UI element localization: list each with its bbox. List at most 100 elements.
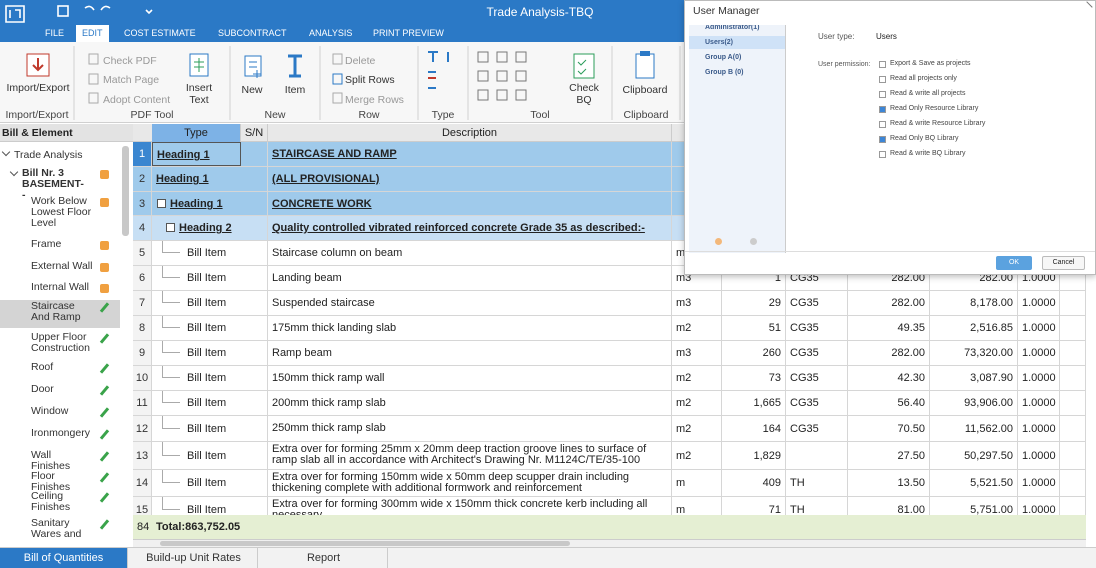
sheet-tab[interactable]: Report: [260, 548, 388, 568]
tree-item[interactable]: Roof: [0, 361, 120, 378]
ribbon-button[interactable]: Check PDF: [103, 55, 157, 67]
ribbon-button[interactable]: Insert Text: [185, 82, 213, 106]
rate-cell: 56.40: [848, 391, 930, 415]
tree-item[interactable]: Trade Analysis: [0, 147, 120, 164]
grid-row[interactable]: 14 Bill Item Extra over for forming 150mm …: [133, 470, 1086, 497]
ribbon-button[interactable]: Item: [284, 84, 306, 96]
tree-chevron: [1, 147, 11, 157]
qty-cell: 1: [722, 266, 786, 290]
edit-icon: [99, 451, 110, 462]
menu-tab[interactable]: COST ESTIMATE: [124, 28, 196, 38]
tree-item[interactable]: Floor Finishes: [0, 470, 120, 493]
checkbox[interactable]: [879, 76, 886, 83]
factor-cell: 1.0000: [1018, 497, 1060, 515]
sheet-tab[interactable]: Build-up Unit Rates: [130, 548, 258, 568]
menu-tab[interactable]: PRINT PREVIEW: [373, 28, 444, 38]
end-cell: [1060, 391, 1086, 415]
ribbon-button[interactable]: Clipboard: [622, 84, 668, 96]
ribbon-group-label: Clipboard: [623, 109, 669, 121]
checkbox-label: Read & write Resource Library: [890, 120, 986, 127]
checkbox[interactable]: [879, 121, 886, 128]
ribbon-group-label: PDF Tool: [130, 109, 174, 121]
tree-item[interactable]: Frame: [0, 238, 120, 255]
code-cell: CG35: [786, 341, 848, 365]
type-label: Bill Item: [187, 504, 227, 515]
menu-tab[interactable]: SUBCONTRACT: [218, 28, 287, 38]
tree-item[interactable]: Ironmongery: [0, 427, 120, 444]
tree-item[interactable]: Upper Floor Construction: [0, 331, 120, 357]
user-manager-dialog: User Manager Administrator(1) Users(2) Grou…: [684, 0, 1096, 275]
tree-item[interactable]: Internal Wall: [0, 281, 120, 298]
status-dot: [750, 238, 757, 245]
tree-item[interactable]: Work Below Lowest Floor Level: [0, 195, 120, 233]
end-cell: [1060, 416, 1086, 441]
ribbon-group-label: Tool: [530, 109, 550, 121]
ribbon-button[interactable]: Delete: [345, 55, 376, 67]
sn-cell: [241, 142, 268, 166]
description: Quality controlled vibrated reinforced c…: [268, 216, 672, 240]
group-item[interactable]: Group A(0): [705, 54, 742, 61]
group-item[interactable]: Users(2): [689, 36, 785, 49]
ribbon-button[interactable]: Match Page: [103, 74, 160, 86]
field-value: Users: [876, 32, 897, 41]
type-label: Heading 1: [170, 198, 223, 210]
ribbon-button[interactable]: Import/Export: [6, 82, 70, 94]
ribbon-button[interactable]: New: [241, 84, 263, 96]
checkbox[interactable]: [879, 151, 886, 158]
sn-cell: [241, 391, 268, 415]
checkbox[interactable]: [879, 106, 886, 113]
grid-row[interactable]: 13 Bill Item Extra over for forming 25mm x…: [133, 442, 1086, 470]
rate-cell: 70.50: [848, 416, 930, 441]
tree-connector: [162, 341, 180, 353]
row-number: 11: [133, 391, 152, 415]
grid-row[interactable]: 11 Bill Item 200mm thick ramp slab m2 1,665 C…: [133, 391, 1086, 416]
group-item[interactable]: Administrator(1): [705, 25, 760, 31]
tree-label: Floor Finishes: [31, 470, 71, 493]
group-item[interactable]: Group B (0): [705, 69, 744, 76]
lock-icon: [100, 284, 109, 293]
tree-label: Door: [31, 383, 54, 395]
tree-label: Work Below Lowest Floor Level: [31, 195, 92, 229]
sheet-tab[interactable]: Bill of Quantities: [0, 548, 128, 568]
checkbox[interactable]: [879, 91, 886, 98]
tree-item[interactable]: Bill Nr. 3 BASEMENT--: [0, 167, 120, 201]
grid-row[interactable]: 15 Bill Item Extra over for forming 300mm …: [133, 497, 1086, 515]
type-label: Bill Item: [187, 397, 227, 409]
tree-label: Internal Wall: [31, 281, 89, 293]
cancel-button[interactable]: Cancel: [1042, 256, 1085, 270]
menu-tab[interactable]: ANALYSIS: [309, 28, 353, 38]
grid-row[interactable]: 9 Bill Item Ramp beam m3 260 CG35 282.00 73,320…: [133, 341, 1086, 366]
tree-item[interactable]: Sanitary Wares and: [0, 517, 120, 543]
ribbon-button[interactable]: Adopt Content: [103, 94, 171, 106]
tree-item[interactable]: Wall Finishes: [0, 449, 120, 472]
amount-cell: 282.00: [930, 266, 1018, 290]
description: 175mm thick landing slab: [268, 316, 672, 340]
grid-row[interactable]: 10 Bill Item 150mm thick ramp wall m2 73 CG35…: [133, 366, 1086, 391]
grid-row[interactable]: 7 Bill Item Suspended staircase m3 29 CG35 282…: [133, 291, 1086, 316]
checkbox[interactable]: [879, 61, 886, 68]
tree-item[interactable]: External Wall: [0, 260, 120, 277]
tree-item[interactable]: Ceiling Finishes: [0, 490, 120, 516]
description: Extra over for forming 150mm wide x 50mm…: [268, 470, 672, 496]
rate-cell: 49.35: [848, 316, 930, 340]
tree-item[interactable]: Door: [0, 383, 120, 400]
rate-cell: 42.30: [848, 366, 930, 390]
ribbon-button[interactable]: Check BQ: [569, 82, 599, 106]
description: Suspended staircase: [268, 291, 672, 315]
ribbon-button[interactable]: Split Rows: [345, 74, 395, 86]
close-button[interactable]: [1081, 1, 1093, 13]
menu-tab[interactable]: FILE: [45, 28, 65, 38]
menu-tab[interactable]: EDIT: [76, 25, 109, 42]
row-number: 2: [133, 167, 152, 191]
tree-item[interactable]: Staircase And Ramp: [0, 300, 120, 328]
type-cell: Heading 1: [152, 167, 241, 191]
grid-row[interactable]: 12 Bill Item 250mm thick ramp slab m2 164 CG3…: [133, 416, 1086, 442]
tree-label: Frame: [31, 238, 62, 250]
qty-cell: 260: [722, 341, 786, 365]
tree-item[interactable]: Window: [0, 405, 120, 422]
checkbox[interactable]: [879, 136, 886, 143]
ok-button[interactable]: OK: [996, 256, 1032, 270]
grid-row[interactable]: 8 Bill Item 175mm thick landing slab m2 51 CG…: [133, 316, 1086, 341]
factor-cell: 1.0000: [1018, 291, 1060, 315]
ribbon-button[interactable]: Merge Rows: [345, 94, 404, 106]
